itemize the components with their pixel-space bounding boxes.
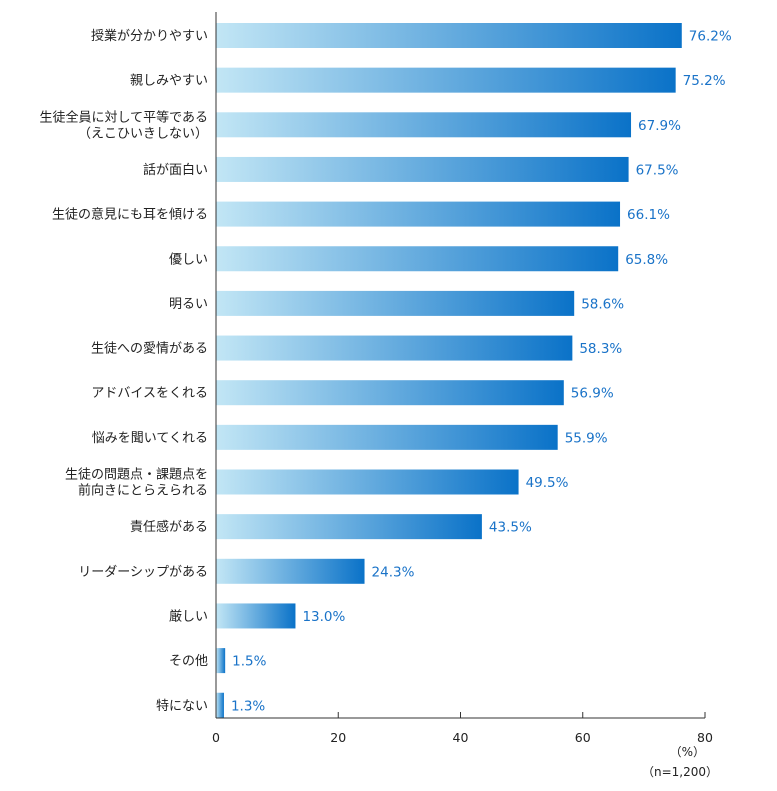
value-label: 58.3% (579, 341, 622, 357)
category-label-line: 前向きにとらえられる (78, 483, 208, 499)
category-label: その他 (169, 654, 208, 669)
category-label: 責任感がある (130, 519, 208, 535)
bar (216, 112, 632, 138)
category-label-line: アドバイスをくれる (91, 386, 208, 401)
category-label-line: 特にない (156, 699, 208, 714)
value-label: 58.6% (581, 296, 624, 312)
category-label-line: リーダーシップがある (78, 565, 208, 580)
category-label: 特にない (156, 699, 208, 714)
bar (216, 469, 519, 495)
category-label-line: 優しい (169, 252, 208, 267)
value-label: 55.9% (565, 430, 608, 446)
category-label-line: 厳しい (169, 609, 208, 624)
value-label: 1.3% (231, 698, 265, 714)
category-label-line: 生徒の意見にも耳を傾ける (52, 207, 208, 223)
category-label-line: 生徒の問題点・課題点を (65, 467, 208, 483)
category-label: 生徒の問題点・課題点を前向きにとらえられる (65, 467, 208, 499)
value-label: 43.5% (489, 520, 532, 536)
bar (216, 156, 629, 182)
value-label: 49.5% (526, 475, 569, 491)
bar (216, 67, 676, 93)
category-label-line: 話が面白い (143, 162, 208, 178)
category-label-line: 悩みを聞いてくれる (92, 431, 208, 446)
category-label: 優しい (169, 252, 208, 267)
category-label: 厳しい (169, 609, 208, 624)
category-label: 悩みを聞いてくれる (92, 431, 208, 446)
value-label: 67.5% (636, 162, 679, 178)
bar (216, 424, 558, 450)
x-tick-label: 20 (330, 730, 346, 745)
category-label-line: （えこひいきしない） (78, 126, 208, 141)
category-label: リーダーシップがある (78, 565, 208, 580)
bar (216, 558, 365, 584)
category-label-line: 親しみやすい (130, 74, 208, 89)
category-label-line: 責任感がある (130, 519, 208, 535)
bar (216, 514, 482, 540)
bar (216, 603, 296, 629)
category-label: 親しみやすい (130, 74, 208, 89)
category-label: 話が面白い (143, 162, 208, 178)
category-label: 生徒の意見にも耳を傾ける (52, 207, 208, 223)
bar (216, 648, 226, 674)
value-label: 56.9% (571, 386, 614, 402)
value-label: 67.9% (638, 118, 681, 134)
category-label-line: 生徒への愛情がある (91, 342, 208, 357)
bar (216, 692, 224, 718)
category-label: アドバイスをくれる (91, 386, 208, 401)
x-tick-label: 60 (575, 730, 591, 745)
sample-size-label: （n=1,200） (642, 765, 718, 779)
category-label-line: 授業が分かりやすい (91, 28, 208, 44)
category-label-line: 生徒全員に対して平等である (40, 109, 208, 125)
bar (216, 335, 573, 361)
bar (216, 23, 682, 48)
category-label: 明るい (169, 297, 208, 312)
bars-group: 授業が分かりやすい 76.2% 親しみやすい 75.2% 生徒全員に対して平等である（え… (40, 23, 732, 718)
category-label: 生徒全員に対して平等である（えこひいきしない） (40, 109, 208, 141)
bar (216, 246, 619, 272)
category-label-line: 明るい (169, 297, 208, 312)
bar (216, 380, 564, 406)
value-label: 24.3% (372, 564, 415, 580)
x-tick-label: 40 (453, 730, 469, 745)
category-label: 生徒への愛情がある (91, 342, 208, 357)
value-label: 76.2% (689, 29, 732, 45)
axes-group: 0 20 40 60 80 (212, 12, 713, 745)
category-label-line: その他 (169, 654, 208, 669)
x-tick-label: 80 (697, 730, 713, 745)
unit-label: （%） (670, 745, 705, 759)
value-label: 66.1% (627, 207, 670, 223)
value-label: 13.0% (302, 609, 345, 625)
value-label: 75.2% (683, 73, 726, 89)
value-label: 65.8% (625, 252, 668, 268)
value-label: 1.5% (232, 654, 266, 670)
bar (216, 290, 575, 316)
x-tick-label: 0 (212, 730, 220, 745)
category-label: 授業が分かりやすい (91, 28, 208, 44)
bar (216, 201, 621, 227)
